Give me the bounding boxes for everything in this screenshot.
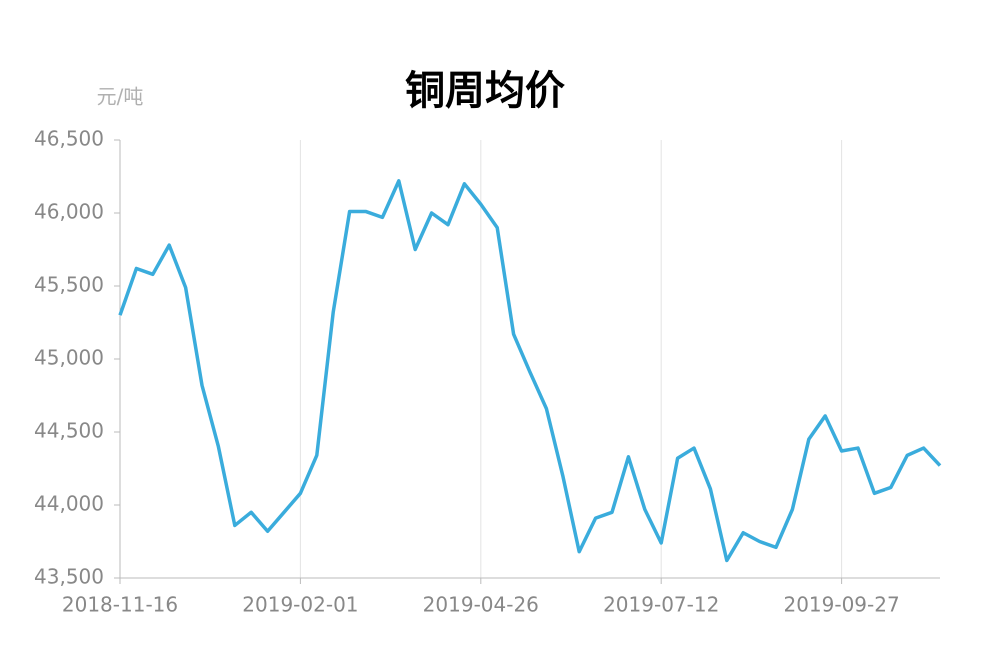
x-tick-label: 2019-09-27	[783, 593, 899, 617]
chart-title: 铜周均价	[405, 68, 565, 114]
y-tick-label: 44,500	[34, 419, 104, 443]
x-tick-label: 2019-07-12	[603, 593, 719, 617]
y-tick-label: 43,500	[34, 565, 104, 589]
x-tick-label: 2019-02-01	[242, 593, 358, 617]
line	[118, 179, 942, 563]
y-tick-label: 45,500	[34, 273, 104, 297]
y-unit-label: 元/吨	[97, 85, 144, 109]
y-tick-label: 45,000	[34, 346, 104, 370]
x-tick-label: 2019-04-26	[423, 593, 539, 617]
y-tick-label: 44,000	[34, 492, 104, 516]
x-tick-label: 2018-11-16	[62, 593, 178, 617]
y-tick-label: 46,500	[34, 127, 104, 151]
y-tick-label: 46,000	[34, 200, 104, 224]
